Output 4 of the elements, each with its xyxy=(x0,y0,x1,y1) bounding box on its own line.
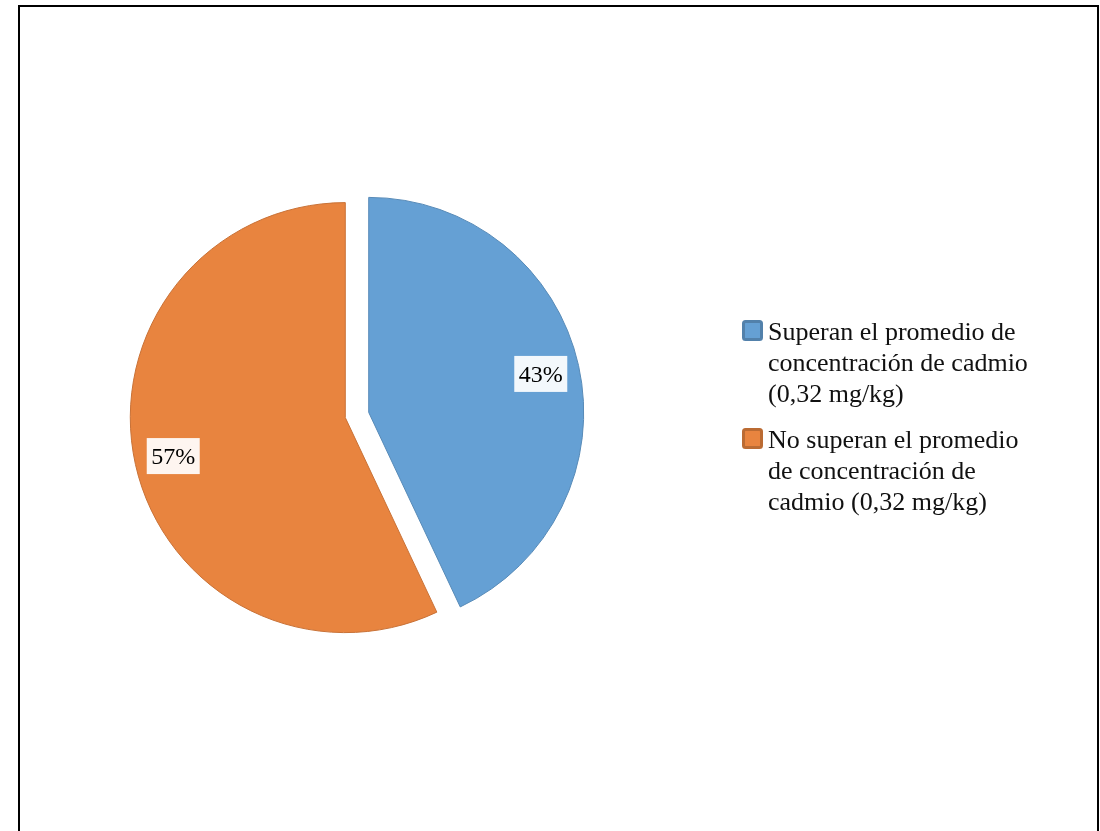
data-label: 43% xyxy=(518,361,563,388)
legend-label: Superan el promedio de concentración de cadmio (0,32 mg/kg) xyxy=(768,317,1028,409)
legend-label: No superan el promedio de concentración de cadmio (0,32 mg/kg) xyxy=(768,425,1019,517)
data-label: 57% xyxy=(151,443,196,470)
